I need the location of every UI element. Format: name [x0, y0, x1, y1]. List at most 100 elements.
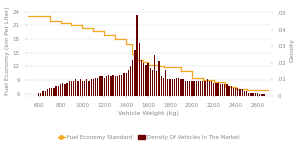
Y-axis label: Density: Density: [289, 38, 294, 62]
Bar: [145, 65, 147, 96]
Bar: [222, 85, 223, 96]
Legend: Fuel Economy Standard, Density Of Vehicles In The Market: Fuel Economy Standard, Density Of Vehicl…: [56, 133, 242, 142]
Bar: [252, 93, 254, 96]
Bar: [217, 83, 219, 96]
Bar: [112, 74, 114, 96]
Bar: [200, 81, 201, 96]
Bar: [128, 70, 129, 96]
Bar: [154, 55, 155, 96]
Bar: [233, 88, 234, 96]
Bar: [224, 85, 225, 96]
Bar: [95, 78, 96, 96]
Bar: [62, 83, 63, 96]
Bar: [239, 89, 241, 96]
Bar: [126, 73, 127, 96]
Bar: [58, 86, 59, 96]
Bar: [45, 91, 46, 96]
Bar: [80, 79, 81, 96]
Bar: [42, 91, 44, 96]
Bar: [185, 81, 186, 96]
Bar: [40, 93, 42, 96]
Bar: [53, 88, 55, 96]
Bar: [176, 78, 177, 96]
Bar: [97, 78, 98, 96]
Bar: [77, 81, 79, 96]
Bar: [115, 76, 116, 96]
Bar: [174, 79, 175, 96]
Bar: [101, 76, 103, 96]
Bar: [88, 81, 90, 96]
Bar: [99, 76, 100, 96]
Bar: [204, 81, 206, 96]
Bar: [198, 81, 199, 96]
Bar: [141, 60, 142, 96]
Bar: [226, 85, 228, 96]
Bar: [228, 86, 230, 96]
Bar: [248, 93, 249, 96]
Bar: [178, 78, 179, 96]
Bar: [182, 79, 184, 96]
Bar: [66, 83, 68, 96]
Bar: [215, 83, 216, 96]
Bar: [121, 74, 123, 96]
Bar: [119, 74, 120, 96]
Bar: [75, 79, 77, 96]
Bar: [193, 81, 195, 96]
Bar: [202, 81, 203, 96]
Bar: [117, 76, 118, 96]
Bar: [91, 79, 92, 96]
Bar: [71, 81, 72, 96]
Bar: [152, 70, 153, 96]
Bar: [104, 78, 105, 96]
Bar: [237, 88, 239, 96]
Bar: [136, 15, 138, 96]
Bar: [82, 81, 83, 96]
Bar: [93, 79, 94, 96]
Bar: [207, 79, 208, 96]
Bar: [163, 78, 164, 96]
Bar: [110, 76, 112, 96]
Bar: [73, 81, 74, 96]
Bar: [244, 91, 245, 96]
Bar: [143, 63, 144, 96]
Bar: [108, 74, 109, 96]
Bar: [209, 81, 210, 96]
Bar: [86, 79, 87, 96]
Bar: [172, 79, 173, 96]
Bar: [211, 81, 212, 96]
Bar: [139, 43, 140, 96]
X-axis label: Vehicle Weight (kg): Vehicle Weight (kg): [118, 111, 179, 116]
Bar: [68, 81, 70, 96]
Bar: [123, 73, 125, 96]
Bar: [196, 81, 197, 96]
Bar: [56, 86, 57, 96]
Bar: [158, 61, 160, 96]
Bar: [130, 66, 131, 96]
Bar: [231, 86, 232, 96]
Bar: [250, 93, 252, 96]
Bar: [47, 89, 48, 96]
Y-axis label: Fuel Economy (km Per Liter): Fuel Economy (km Per Liter): [5, 6, 10, 95]
Bar: [213, 83, 214, 96]
Bar: [150, 68, 151, 96]
Bar: [235, 88, 236, 96]
Bar: [60, 85, 61, 96]
Bar: [161, 76, 162, 96]
Bar: [51, 88, 52, 96]
Bar: [180, 79, 181, 96]
Bar: [259, 94, 260, 96]
Bar: [261, 94, 263, 96]
Bar: [169, 79, 171, 96]
Bar: [134, 50, 136, 96]
Bar: [165, 70, 166, 96]
Bar: [106, 76, 107, 96]
Bar: [156, 71, 158, 96]
Bar: [49, 88, 50, 96]
Bar: [132, 60, 133, 96]
Bar: [242, 89, 243, 96]
Bar: [263, 94, 265, 96]
Bar: [64, 85, 65, 96]
Bar: [191, 81, 193, 96]
Bar: [147, 63, 149, 96]
Bar: [257, 93, 258, 96]
